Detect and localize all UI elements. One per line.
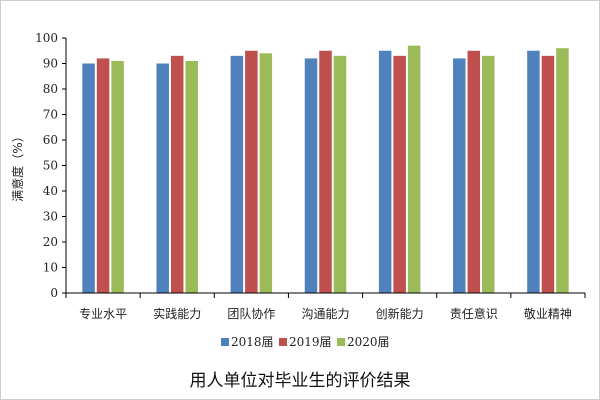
bar: [245, 50, 258, 293]
x-category-label: 团队协作: [227, 306, 275, 321]
legend-swatch: [337, 338, 345, 346]
bar: [482, 55, 495, 293]
x-category-labels: 专业水平 实践能力 团队协作 沟通能力 创新能力 责任意识 敬业精神: [79, 306, 572, 321]
legend-swatch: [221, 338, 229, 346]
bar: [407, 45, 421, 294]
bar: [453, 58, 466, 294]
bar: [82, 63, 95, 293]
bar: [111, 60, 124, 294]
x-category-label: 敬业精神: [524, 307, 572, 321]
bar: [96, 58, 110, 294]
legend-label: 2020届: [347, 335, 390, 349]
bar: [185, 60, 198, 294]
bar: [467, 50, 481, 293]
bar: [556, 48, 569, 294]
bar: [170, 55, 184, 293]
y-tick-label: 50: [43, 159, 58, 173]
x-category-label: 创新能力: [376, 306, 424, 321]
y-tick-label: 100: [35, 31, 58, 45]
bar: [541, 55, 555, 293]
legend-label: 2019届: [289, 335, 332, 349]
y-tick-label: 90: [43, 57, 58, 71]
bar: [333, 55, 347, 293]
y-axis-label: 满意度（%）: [10, 130, 25, 201]
y-tick-labels: 0 10 20 30 40 50 60 70 80 90 100: [35, 31, 58, 300]
bar: [156, 63, 169, 293]
bar: [304, 58, 318, 294]
y-tick-label: 20: [43, 235, 58, 249]
bar: [378, 50, 392, 293]
y-tick-label: 70: [43, 108, 58, 122]
bar: [527, 50, 540, 293]
y-tick-label: 0: [50, 286, 58, 300]
x-category-label: 专业水平: [79, 306, 127, 321]
y-tick-label: 40: [43, 184, 58, 198]
y-tick-label: 30: [43, 210, 58, 224]
axes-layer: [62, 37, 586, 298]
legend: 2018届 2019届 2020届: [221, 335, 390, 349]
bar: [319, 50, 332, 293]
legend-label: 2018届: [231, 335, 274, 349]
x-category-label: 沟通能力: [301, 307, 349, 321]
bars-layer: [82, 45, 569, 294]
y-tick-label: 10: [43, 261, 58, 275]
legend-swatch: [279, 338, 287, 346]
y-tick-label: 60: [43, 133, 58, 147]
bar: [259, 53, 273, 293]
x-category-label: 责任意识: [450, 306, 498, 321]
bar: [393, 55, 406, 293]
bar: [230, 55, 244, 293]
chart-title: 用人单位对毕业生的评价结果: [190, 371, 411, 391]
x-category-label: 实践能力: [153, 306, 201, 321]
y-tick-label: 80: [43, 82, 58, 96]
